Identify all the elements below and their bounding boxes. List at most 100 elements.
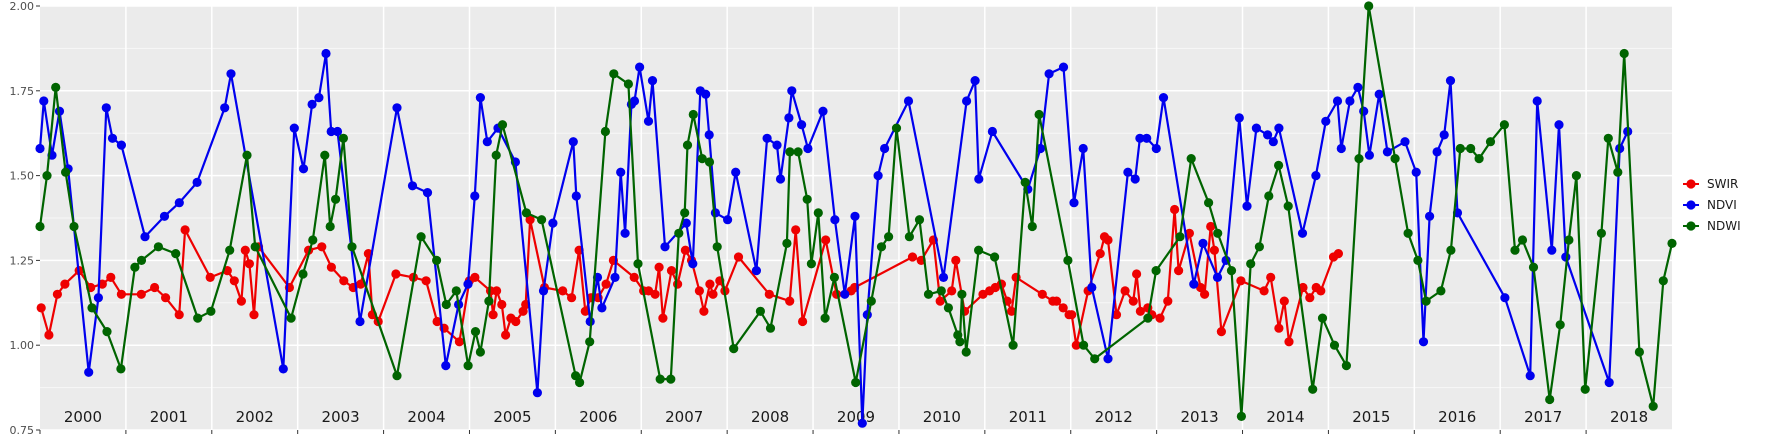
data-point-swir xyxy=(116,289,126,299)
data-point-ndvi xyxy=(616,167,626,177)
data-point-ndvi xyxy=(787,86,797,96)
data-point-ndwi xyxy=(806,259,817,269)
data-point-ndvi xyxy=(278,364,288,374)
y-tick-label: 1.00 xyxy=(10,339,35,352)
data-point-ndwi xyxy=(1421,296,1431,306)
data-point-ndvi xyxy=(1263,130,1273,140)
data-point-ndwi xyxy=(1254,242,1264,252)
data-point-ndwi xyxy=(876,242,887,252)
data-point-ndwi xyxy=(655,374,665,384)
data-point-ndvi xyxy=(1044,69,1054,79)
data-point-ndvi xyxy=(643,116,654,126)
legend-item-ndvi: NDVI xyxy=(1683,198,1737,212)
data-point-swir xyxy=(951,255,961,265)
data-point-swir xyxy=(733,252,744,262)
data-point-ndvi xyxy=(1103,354,1113,364)
data-point-ndvi xyxy=(475,93,485,103)
data-point-ndwi xyxy=(475,347,485,357)
data-point-ndvi xyxy=(873,171,883,181)
year-label: 2007 xyxy=(665,408,703,426)
data-point-ndvi xyxy=(422,188,433,198)
data-point-ndwi xyxy=(1274,160,1284,170)
data-point-swir xyxy=(326,262,336,272)
data-point-ndvi xyxy=(962,96,972,106)
data-point-ndwi xyxy=(1499,120,1509,130)
series-ndwi xyxy=(35,1,1677,421)
data-point-ndvi xyxy=(1058,62,1069,72)
data-point-ndwi xyxy=(704,157,715,167)
year-label: 2003 xyxy=(322,408,360,426)
data-point-ndwi xyxy=(87,303,97,313)
data-point-ndwi xyxy=(891,123,902,133)
data-point-ndwi xyxy=(623,79,634,89)
data-point-ndwi xyxy=(308,235,318,245)
data-point-ndwi xyxy=(1236,411,1246,421)
data-point-ndwi xyxy=(943,303,954,313)
data-point-ndwi xyxy=(1403,228,1413,238)
data-point-swir xyxy=(1052,296,1062,306)
data-point-ndwi xyxy=(1634,347,1644,357)
data-point-swir xyxy=(36,303,46,313)
data-point-ndvi xyxy=(1374,89,1384,99)
year-label: 2004 xyxy=(407,408,445,426)
data-point-swir xyxy=(236,296,246,306)
legend: SWIR NDVI NDWI xyxy=(1683,177,1741,233)
data-point-swir xyxy=(44,330,54,340)
data-point-swir xyxy=(708,289,718,299)
data-point-ndvi xyxy=(116,140,126,150)
data-point-ndvi xyxy=(1500,293,1510,303)
data-point-ndwi xyxy=(697,154,707,164)
data-point-swir xyxy=(1128,296,1138,306)
data-point-swir xyxy=(1236,276,1246,286)
data-point-ndwi xyxy=(957,289,967,299)
data-point-ndwi xyxy=(1436,286,1446,296)
data-point-ndvi xyxy=(298,164,309,174)
data-point-swir xyxy=(673,279,683,289)
data-point-ndwi xyxy=(250,242,260,252)
data-point-ndwi xyxy=(463,361,473,371)
data-point-swir xyxy=(601,279,611,289)
data-point-ndwi xyxy=(347,242,357,252)
data-point-ndvi xyxy=(321,48,331,59)
data-point-ndvi xyxy=(1332,96,1343,106)
data-point-ndwi xyxy=(1175,232,1185,242)
data-point-swir xyxy=(180,225,190,235)
year-label: 2002 xyxy=(236,408,274,426)
data-point-ndwi xyxy=(1510,245,1520,255)
data-point-swir xyxy=(1007,306,1017,316)
data-point-ndwi xyxy=(729,344,739,354)
data-point-ndwi xyxy=(813,208,823,218)
data-point-ndvi xyxy=(314,93,324,103)
data-point-ndvi xyxy=(830,215,840,225)
data-point-swir xyxy=(1135,306,1145,316)
data-point-swir xyxy=(821,235,831,245)
data-point-ndwi xyxy=(755,306,766,316)
data-point-ndvi xyxy=(1604,377,1614,388)
data-point-ndvi xyxy=(647,76,658,86)
data-point-ndwi xyxy=(884,232,894,242)
data-point-ndvi xyxy=(1432,147,1442,157)
data-point-ndvi xyxy=(938,272,949,282)
data-point-ndvi xyxy=(1439,130,1449,140)
data-point-ndvi xyxy=(660,242,670,252)
data-point-ndwi xyxy=(914,215,925,225)
y-tick-label: 1.50 xyxy=(10,170,35,183)
year-label: 2012 xyxy=(1095,408,1133,426)
data-point-ndwi xyxy=(1517,235,1528,245)
data-point-ndwi xyxy=(1603,133,1613,143)
data-point-swir xyxy=(497,299,507,310)
data-point-ndvi xyxy=(620,228,630,238)
data-point-ndvi xyxy=(1336,143,1346,154)
data-point-ndvi xyxy=(1321,116,1331,126)
data-point-ndvi xyxy=(1345,96,1355,106)
year-label: 2013 xyxy=(1180,408,1218,426)
data-point-ndwi xyxy=(1246,259,1256,269)
data-point-ndvi xyxy=(1274,123,1284,133)
data-point-ndvi xyxy=(35,143,45,154)
data-point-ndwi xyxy=(575,377,585,388)
data-point-ndvi xyxy=(1411,167,1421,177)
data-point-ndvi xyxy=(140,232,150,242)
data-point-swir xyxy=(511,316,521,327)
data-point-swir xyxy=(1274,323,1284,333)
data-point-swir xyxy=(785,296,795,306)
